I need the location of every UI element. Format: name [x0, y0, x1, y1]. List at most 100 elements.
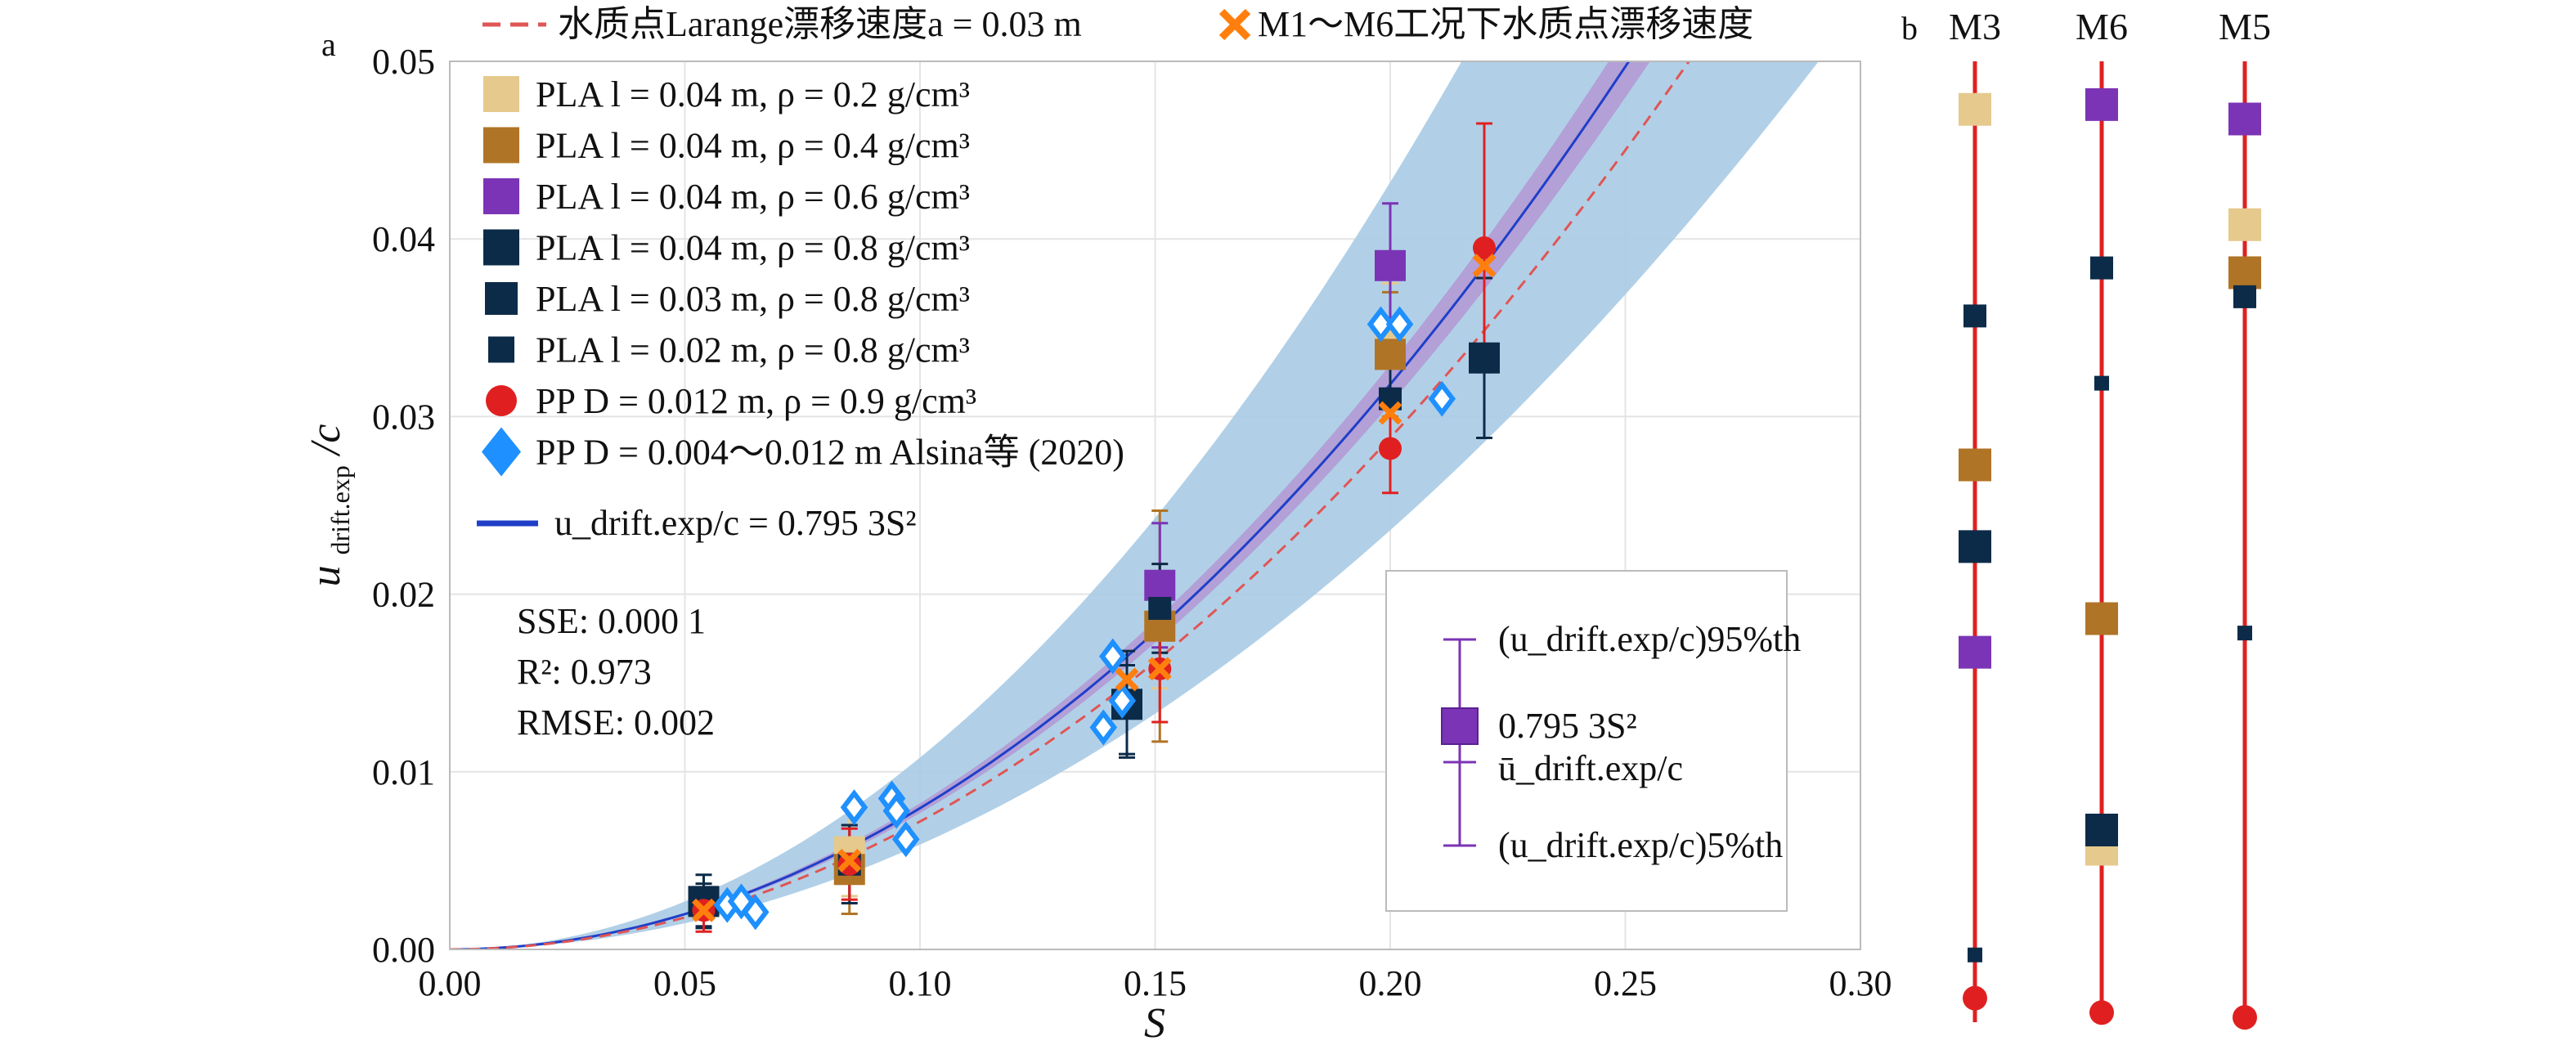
y-axis-main: u [303, 565, 349, 586]
x-tick-label: 0.10 [889, 963, 952, 1003]
data-point [882, 792, 911, 829]
legend-label-pp-d-0-012-m-0-9-g-cm: PP D = 0.012 m, ρ = 0.9 g/cm³ [536, 381, 976, 421]
x-tick-label: 0.30 [1829, 963, 1892, 1003]
data-point [1144, 569, 1176, 601]
x-axis-title: S [1144, 1000, 1165, 1047]
panel-b: M3 M6 M5 [1949, 6, 2271, 1030]
x-tick-label: 0.15 [1124, 963, 1187, 1003]
fit-legend: u_drift.exp/c = 0.795 3S² [477, 503, 917, 543]
panel-a-label: a [321, 26, 336, 63]
legend-cross-icon [1218, 8, 1251, 41]
series-legend: PLA l = 0.04 m, ρ = 0.2 g/cm³ PLA l = 0.0… [482, 74, 1124, 477]
box-upper-label: (u_drift.exp/c)95%th [1498, 619, 1801, 659]
legend-label-pla-l-0-04-m-0-8-g-cm: PLA l = 0.04 m, ρ = 0.8 g/cm³ [536, 228, 970, 268]
y-axis-title: u drift.exp /c [303, 424, 359, 587]
data-point [1469, 342, 1500, 374]
data-point [1375, 339, 1406, 370]
legend-label-pla-l-0-04-m-0-4-g-cm: PLA l = 0.04 m, ρ = 0.4 g/cm³ [536, 126, 970, 166]
column-label-m6: M6 [2076, 6, 2128, 47]
x-tick-label: 0.00 [419, 963, 482, 1003]
boxplot-legend: (u_drift.exp/c)95%th 0.795 3S² ū_drift.e… [1385, 570, 1801, 912]
plot-frame [449, 61, 1861, 950]
cross-stroke [692, 898, 716, 922]
cross-stroke [1378, 401, 1402, 425]
y-tick-label: 0.03 [372, 397, 435, 437]
legend-label-pla-l-0-04-m-0-6-g-cm: PLA l = 0.04 m, ρ = 0.6 g/cm³ [536, 177, 970, 217]
legend-marker [485, 282, 518, 315]
legend-marker [483, 229, 519, 266]
y-tick-label: 0.00 [372, 930, 435, 970]
data-point [1108, 682, 1137, 719]
data-point [1473, 236, 1496, 260]
column-marker [1959, 530, 1991, 563]
legend-marker [483, 76, 519, 112]
confidence-band [450, 61, 1819, 949]
data-point [1098, 638, 1127, 675]
y-tick-label: 0.01 [372, 752, 435, 792]
column-marker [1959, 448, 1991, 482]
cross-stroke [1147, 657, 1172, 681]
legend-label-pp-d-0-004-0-012-m-alsina-2020: PP D = 0.004～0.012 m Alsina等 (2020) [536, 433, 1124, 473]
column-marker [2228, 102, 2261, 136]
box-mean-label: ū_drift.exp/c [1498, 748, 1683, 788]
data-point [840, 789, 868, 826]
column-marker [2085, 602, 2118, 635]
cross-point [692, 898, 716, 922]
y-axis-tail: /c [303, 424, 349, 458]
data-point [1367, 306, 1395, 343]
fit-statistics: SSE: 0.000 1 R²: 0.973 RMSE: 0.002 [517, 601, 715, 743]
data-point [1428, 380, 1456, 417]
y-axis-sub: drift.exp [325, 465, 355, 554]
column-marker [1963, 985, 1987, 1011]
fit-legend-text: u_drift.exp/c = 0.795 3S² [554, 503, 917, 543]
data-point [741, 894, 770, 931]
column-marker [2094, 375, 2109, 391]
stat-rmse: RMSE: 0.002 [517, 702, 715, 743]
legend-label-pla-l-0-04-m-0-2-g-cm: PLA l = 0.04 m, ρ = 0.2 g/cm³ [536, 74, 970, 114]
legend-marker [486, 385, 517, 416]
column-marker [1959, 92, 1991, 126]
svg-text:u drift.exp /c: u drift.exp /c [303, 424, 359, 587]
column-marker [2089, 1000, 2114, 1025]
column-marker [2233, 285, 2256, 308]
data-point [727, 883, 756, 920]
cross-stroke [1472, 254, 1497, 278]
column-marker [1959, 635, 1991, 669]
data-point [891, 821, 920, 858]
legend-label-pla-l-0-03-m-0-8-g-cm: PLA l = 0.03 m, ρ = 0.8 g/cm³ [536, 279, 970, 319]
stat-sse: SSE: 0.000 1 [517, 601, 706, 641]
cross-point [1147, 657, 1172, 681]
panel-b-label: b [1901, 10, 1918, 47]
column-marker [2090, 256, 2113, 280]
column-marker [2237, 626, 2252, 641]
data-point [1148, 596, 1172, 620]
box-middle-label: 0.795 3S² [1498, 706, 1637, 746]
legend-label-pla-l-0-02-m-0-8-g-cm: PLA l = 0.02 m, ρ = 0.8 g/cm³ [536, 330, 970, 370]
column-marker [2085, 814, 2118, 846]
y-tick-label: 0.04 [372, 219, 435, 259]
data-markers [688, 236, 1500, 931]
data-point [1385, 306, 1414, 343]
stat-r2: R²: 0.973 [517, 652, 652, 692]
y-tick-labels: 0.00 0.01 0.02 0.03 0.04 0.05 [372, 42, 435, 970]
legend-marker [488, 336, 514, 363]
data-point [1089, 709, 1118, 746]
column-marker [2228, 208, 2261, 241]
column-marker [2228, 256, 2261, 289]
y-tick-label: 0.05 [372, 42, 435, 82]
data-point [1379, 437, 1402, 460]
legend-marker [483, 127, 519, 164]
box-lower-label: (u_drift.exp/c)5%th [1498, 825, 1783, 865]
x-tick-label: 0.20 [1359, 963, 1422, 1003]
cross-point [837, 848, 862, 873]
cross-point [1115, 667, 1139, 692]
column-marker [1963, 304, 1986, 328]
column-marker [1968, 947, 1982, 962]
x-tick-label: 0.05 [653, 963, 716, 1003]
data-point [1375, 249, 1406, 281]
legend-lagrange-text: 水质点Larange漂移速度a = 0.03 m [558, 4, 1082, 44]
y-tick-label: 0.02 [372, 575, 435, 615]
legend-cross-text: M1～M6工况下水质点漂移速度 [1258, 4, 1753, 44]
column-label-m5: M5 [2219, 6, 2271, 47]
